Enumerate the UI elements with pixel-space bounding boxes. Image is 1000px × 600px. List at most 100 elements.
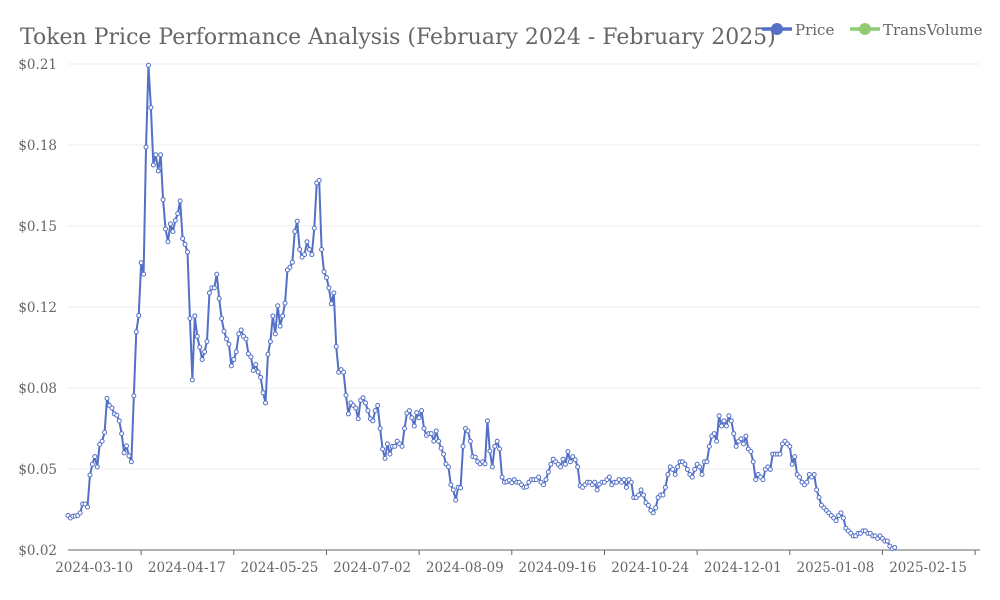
price-point[interactable] — [231, 356, 237, 362]
price-point[interactable] — [465, 428, 471, 434]
price-point[interactable] — [792, 454, 798, 460]
price-point[interactable] — [699, 472, 705, 478]
price-point[interactable] — [723, 423, 729, 429]
price-point[interactable] — [811, 472, 817, 478]
price-point[interactable] — [441, 451, 447, 457]
price-point[interactable] — [684, 466, 690, 472]
price-point[interactable] — [250, 367, 256, 373]
price-point[interactable] — [224, 336, 229, 342]
price-point[interactable] — [219, 316, 225, 322]
price-point[interactable] — [316, 177, 322, 183]
price-point[interactable] — [206, 290, 212, 296]
price-point[interactable] — [750, 459, 756, 465]
price-point[interactable] — [382, 455, 388, 461]
price-point[interactable] — [494, 438, 500, 444]
price-point[interactable] — [245, 351, 251, 357]
price-point[interactable] — [623, 484, 629, 490]
price-point[interactable] — [319, 246, 325, 252]
price-point[interactable] — [487, 448, 493, 454]
price-point[interactable] — [575, 464, 581, 470]
price-point[interactable] — [560, 456, 566, 462]
price-point[interactable] — [253, 362, 259, 368]
price-point[interactable] — [306, 246, 312, 252]
price-point[interactable] — [706, 443, 712, 449]
price-point[interactable] — [704, 459, 710, 465]
price-point[interactable] — [167, 221, 173, 227]
price-point[interactable] — [884, 538, 890, 544]
price-point[interactable] — [733, 443, 739, 449]
price-point[interactable] — [523, 484, 529, 490]
price-point[interactable] — [145, 62, 151, 68]
price-point[interactable] — [365, 408, 371, 414]
price-point[interactable] — [158, 152, 164, 158]
price-point[interactable] — [155, 168, 161, 174]
price-point[interactable] — [260, 390, 266, 396]
price-point[interactable] — [182, 241, 188, 247]
price-point[interactable] — [653, 505, 659, 511]
price-point[interactable] — [731, 431, 737, 437]
price-point[interactable] — [177, 198, 183, 204]
price-point[interactable] — [124, 443, 130, 449]
price-point[interactable] — [716, 413, 722, 419]
price-point[interactable] — [341, 369, 347, 375]
price-point[interactable] — [172, 218, 178, 224]
price-point[interactable] — [160, 197, 166, 203]
price-point[interactable] — [121, 450, 127, 456]
price-point[interactable] — [102, 429, 108, 435]
price-point[interactable] — [543, 477, 549, 483]
price-point[interactable] — [682, 461, 688, 467]
price-point[interactable] — [689, 474, 695, 480]
price-point[interactable] — [189, 377, 195, 383]
price-point[interactable] — [77, 510, 83, 516]
price-point[interactable] — [287, 264, 293, 270]
price-point[interactable] — [753, 477, 759, 483]
price-point[interactable] — [565, 449, 571, 455]
price-point[interactable] — [192, 313, 198, 319]
price-point[interactable] — [333, 344, 339, 350]
price-point[interactable] — [326, 285, 332, 291]
price-point[interactable] — [277, 323, 283, 329]
price-point[interactable] — [402, 426, 408, 431]
price-point[interactable] — [492, 443, 498, 449]
price-point[interactable] — [304, 239, 310, 245]
price-point[interactable] — [675, 464, 681, 470]
price-point[interactable] — [567, 459, 573, 465]
price-point[interactable] — [150, 162, 156, 168]
price-point[interactable] — [302, 252, 308, 258]
price-point[interactable] — [128, 459, 134, 465]
price-point[interactable] — [728, 418, 734, 424]
price-point[interactable] — [82, 501, 88, 507]
price-point[interactable] — [594, 487, 600, 493]
price-point[interactable] — [258, 374, 264, 380]
price-point[interactable] — [743, 433, 749, 439]
price-point[interactable] — [640, 492, 646, 498]
price-point[interactable] — [409, 415, 415, 421]
price-point[interactable] — [714, 438, 720, 444]
price-point[interactable] — [662, 484, 668, 490]
price-point[interactable] — [458, 485, 464, 491]
price-point[interactable] — [321, 269, 327, 275]
price-point[interactable] — [838, 510, 844, 516]
price-point[interactable] — [660, 492, 666, 498]
price-point[interactable] — [153, 152, 159, 158]
price-point[interactable] — [472, 454, 478, 460]
price-point[interactable] — [445, 464, 451, 470]
price-point[interactable] — [692, 466, 698, 472]
price-point[interactable] — [211, 285, 217, 291]
price-point[interactable] — [638, 487, 644, 493]
price-point[interactable] — [104, 395, 110, 401]
price-point[interactable] — [194, 333, 200, 339]
legend-item-transvolume[interactable]: TransVolume — [850, 21, 983, 39]
price-point[interactable] — [606, 474, 612, 480]
price-point[interactable] — [109, 405, 115, 411]
price-point[interactable] — [748, 449, 754, 455]
price-point[interactable] — [204, 339, 210, 345]
price-point[interactable] — [460, 443, 466, 449]
price-point[interactable] — [372, 408, 378, 414]
price-point[interactable] — [355, 416, 361, 422]
price-point[interactable] — [453, 497, 459, 503]
price-point[interactable] — [184, 249, 190, 255]
price-point[interactable] — [267, 339, 273, 345]
price-point[interactable] — [138, 260, 144, 266]
price-point[interactable] — [767, 466, 773, 472]
